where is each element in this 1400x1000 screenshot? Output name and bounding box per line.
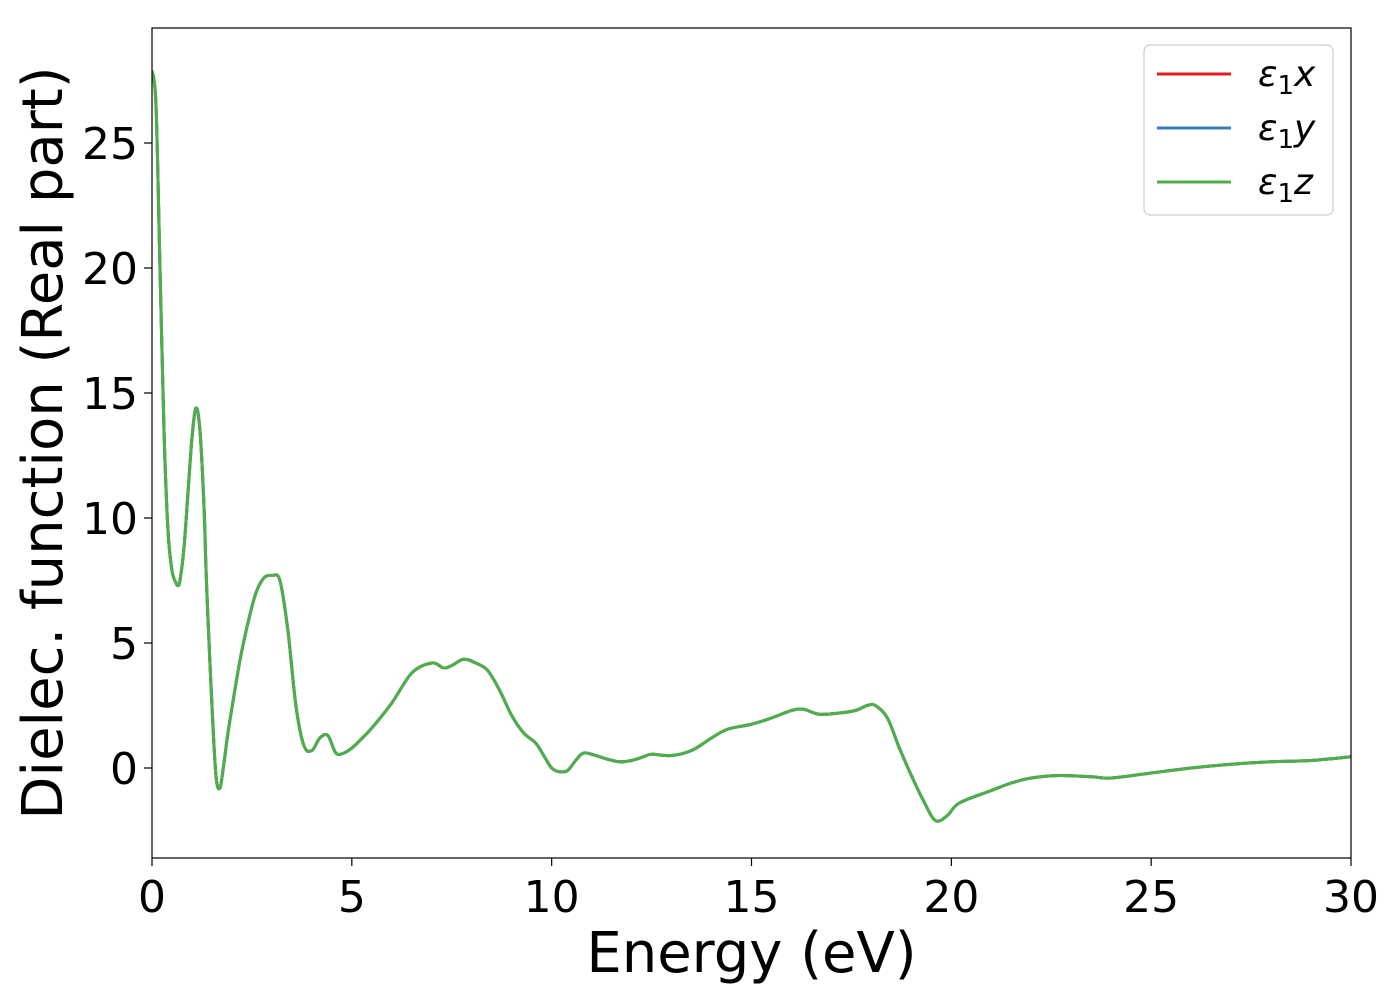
y-tick-label: 0 <box>110 744 138 795</box>
x-tick-label: 10 <box>524 872 580 923</box>
y-tick-label: 25 <box>82 119 138 170</box>
y-tick-label: 20 <box>82 244 138 295</box>
legend: ε1x ε1y ε1z <box>1143 44 1334 216</box>
x-tick-label: 30 <box>1323 872 1379 923</box>
legend-entry-x: ε1x <box>1157 54 1316 101</box>
y-tick-label: 10 <box>82 494 138 545</box>
series-layer <box>152 70 1351 823</box>
legend-entry-z: ε1z <box>1157 162 1314 209</box>
x-axis-ticks: 0 5 10 15 20 25 30 <box>138 858 1379 923</box>
x-axis-label: Energy (eV) <box>586 921 916 986</box>
y-tick-label: 5 <box>110 619 138 670</box>
y-axis-ticks: 0 5 10 15 20 25 <box>82 119 152 795</box>
legend-label: ε1z <box>1258 162 1314 209</box>
x-tick-label: 0 <box>138 872 166 923</box>
series-line-e1z <box>152 70 1351 823</box>
legend-entry-y: ε1y <box>1157 108 1316 155</box>
legend-label: ε1x <box>1258 54 1316 101</box>
y-tick-label: 15 <box>82 369 138 420</box>
legend-label: ε1y <box>1258 108 1316 155</box>
y-axis-label: Dielec. function (Real part) <box>11 66 76 819</box>
legend-box <box>1143 44 1334 216</box>
x-tick-label: 15 <box>724 872 780 923</box>
x-tick-label: 5 <box>338 872 366 923</box>
x-tick-label: 25 <box>1123 872 1179 923</box>
x-tick-label: 20 <box>923 872 979 923</box>
